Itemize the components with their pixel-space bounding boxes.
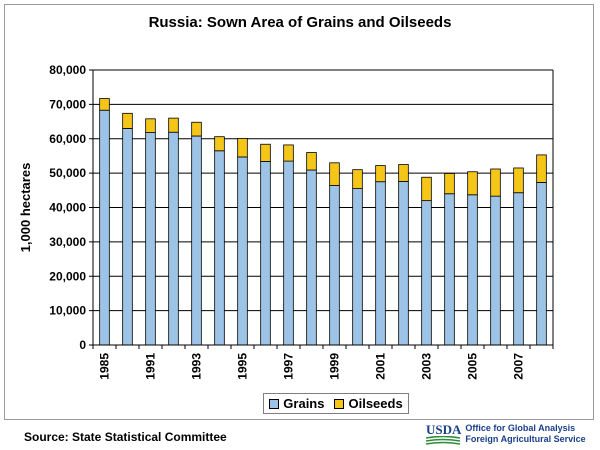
y-tick-label: 30,000 bbox=[49, 235, 86, 249]
bar-grains-2002 bbox=[398, 180, 409, 346]
x-tick-label: 1997 bbox=[282, 353, 296, 380]
bar-grains-1990 bbox=[122, 128, 133, 346]
bar-grains-2008 bbox=[536, 182, 547, 346]
bar-grains-2005 bbox=[467, 194, 478, 346]
usda-office-line1: Office for Global Analysis bbox=[465, 423, 576, 433]
bar-oilseeds-2004 bbox=[444, 173, 455, 195]
legend-item-oilseeds: Oilseeds bbox=[334, 396, 403, 411]
usda-logo: USDA bbox=[426, 423, 461, 445]
source-note: Source: State Statistical Committee bbox=[24, 430, 227, 444]
bar-oilseeds-2001 bbox=[375, 165, 386, 183]
usda-office-line2: Foreign Agricultural Service bbox=[465, 434, 586, 444]
y-axis-title: 1,000 hectares bbox=[18, 163, 33, 253]
legend-swatch-oilseeds bbox=[334, 398, 345, 409]
bar-oilseeds-2003 bbox=[421, 176, 432, 202]
usda-logo-mark: USDA bbox=[426, 422, 462, 437]
y-tick-label: 0 bbox=[79, 338, 86, 352]
x-tick-label: 2005 bbox=[466, 353, 480, 380]
bar-grains-2000 bbox=[352, 188, 363, 346]
usda-branding: USDA Office for Global Analysis Foreign … bbox=[426, 423, 586, 445]
bar-grains-1993 bbox=[191, 135, 202, 346]
y-tick-label: 40,000 bbox=[49, 201, 86, 215]
bar-oilseeds-2005 bbox=[467, 171, 478, 196]
bar-oilseeds-2008 bbox=[536, 154, 547, 183]
x-tick-label: 2003 bbox=[420, 353, 434, 380]
x-tick-label: 1991 bbox=[144, 353, 158, 380]
legend-item-grains: Grains bbox=[269, 396, 324, 411]
x-tick-label: 1993 bbox=[190, 353, 204, 380]
bar-oilseeds-1999 bbox=[329, 162, 340, 186]
y-tick-label: 50,000 bbox=[49, 166, 86, 180]
y-tick-label: 20,000 bbox=[49, 269, 86, 283]
bar-oilseeds-2002 bbox=[398, 164, 409, 182]
bar-oilseeds-1995 bbox=[237, 138, 248, 158]
bar-oilseeds-1996 bbox=[260, 143, 271, 162]
y-tick-label: 10,000 bbox=[49, 304, 86, 318]
bar-grains-1994 bbox=[214, 150, 225, 346]
x-tick-label: 1995 bbox=[236, 353, 250, 380]
x-tick-label: 1999 bbox=[328, 353, 342, 380]
bar-grains-1992 bbox=[168, 131, 179, 346]
x-tick-label: 2007 bbox=[512, 353, 526, 380]
bar-oilseeds-1985 bbox=[99, 98, 110, 111]
y-tick-label: 60,000 bbox=[49, 132, 86, 146]
bar-oilseeds-1998 bbox=[306, 152, 317, 171]
y-tick-label: 70,000 bbox=[49, 97, 86, 111]
bar-grains-1996 bbox=[260, 161, 271, 346]
bar-oilseeds-1997 bbox=[283, 144, 294, 162]
legend-label-grains: Grains bbox=[283, 396, 325, 411]
legend-label-oilseeds: Oilseeds bbox=[348, 396, 403, 411]
bar-oilseeds-1991 bbox=[145, 118, 156, 133]
bar-grains-1991 bbox=[145, 132, 156, 346]
bar-grains-1997 bbox=[283, 160, 294, 346]
bar-oilseeds-1994 bbox=[214, 136, 225, 152]
bar-grains-2001 bbox=[375, 181, 386, 346]
usda-office-text: Office for Global Analysis Foreign Agric… bbox=[465, 423, 585, 445]
bar-grains-1985 bbox=[99, 109, 110, 346]
bar-oilseeds-1993 bbox=[191, 121, 202, 137]
bar-grains-1999 bbox=[329, 185, 340, 346]
chart-title: Russia: Sown Area of Grains and Oilseeds bbox=[148, 14, 452, 31]
bar-grains-1998 bbox=[306, 169, 317, 346]
x-tick-label: 2001 bbox=[374, 353, 388, 380]
y-tick-label: 80,000 bbox=[49, 63, 86, 77]
bar-grains-2003 bbox=[421, 200, 432, 346]
chart-legend: Grains Oilseeds bbox=[263, 393, 409, 414]
usda-logo-graphic bbox=[426, 436, 460, 445]
bar-oilseeds-2000 bbox=[352, 169, 363, 189]
bar-grains-2004 bbox=[444, 193, 455, 346]
bar-grains-2006 bbox=[490, 195, 501, 346]
bar-oilseeds-1990 bbox=[122, 112, 133, 129]
bar-grains-2007 bbox=[513, 192, 524, 346]
x-tick-label: 1985 bbox=[98, 353, 112, 380]
bar-oilseeds-2006 bbox=[490, 168, 501, 197]
bar-oilseeds-1992 bbox=[168, 117, 179, 133]
bar-grains-1995 bbox=[237, 156, 248, 346]
legend-swatch-grains bbox=[269, 398, 280, 409]
bar-oilseeds-2007 bbox=[513, 167, 524, 194]
